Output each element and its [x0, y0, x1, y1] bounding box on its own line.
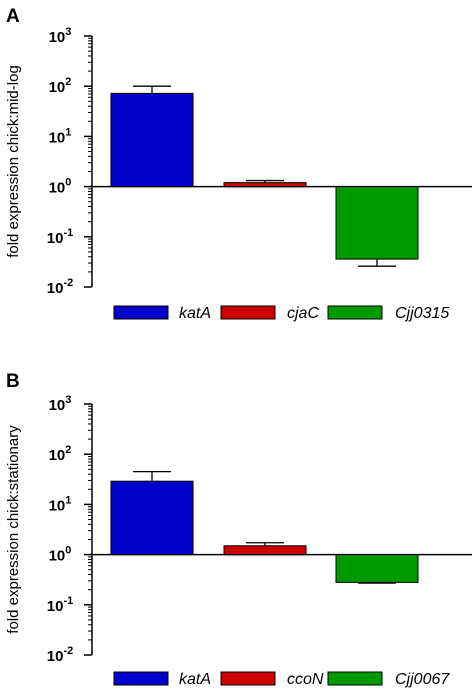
y-tick-label: 100	[49, 177, 72, 197]
y-tick-label: 10-1	[47, 595, 73, 615]
legend-label: cjaC	[287, 305, 319, 322]
legend-swatch	[220, 305, 276, 320]
y-tick-label: 103	[49, 394, 72, 414]
panel-letter: B	[6, 371, 20, 392]
legend-swatch	[113, 671, 169, 686]
panel-letter: A	[6, 6, 20, 27]
y-tick-label: 10-2	[47, 645, 73, 665]
y-tick-label: 101	[49, 126, 72, 146]
bar-Cjj0315	[335, 186, 419, 260]
bar-cjaC	[223, 182, 307, 188]
legend-label: Cjj0315	[395, 305, 449, 322]
y-tick-label: 101	[49, 494, 72, 514]
y-axis-label: fold expression chick:mid-log	[5, 65, 22, 258]
legend-label: ccoN	[287, 671, 324, 688]
y-tick-label: 100	[49, 545, 72, 565]
bar-katA	[110, 480, 194, 556]
legend-swatch	[327, 671, 383, 686]
bar-katA	[110, 92, 194, 188]
y-tick-label: 103	[49, 26, 72, 46]
y-tick-label: 102	[49, 76, 72, 96]
legend-swatch	[220, 671, 276, 686]
y-axis-label: fold expression chick:stationary	[5, 425, 22, 634]
legend-swatch	[327, 305, 383, 320]
bar-Cjj0067	[335, 554, 419, 583]
bar-ccoN	[223, 545, 307, 556]
y-tick-label: 10-2	[47, 277, 73, 297]
legend-swatch	[113, 305, 169, 320]
legend-label: katA	[179, 671, 211, 688]
legend-label: katA	[179, 305, 211, 322]
y-tick-label: 10-1	[47, 227, 73, 247]
legend-label: Cjj0067	[395, 671, 450, 688]
y-tick-label: 102	[49, 444, 72, 464]
